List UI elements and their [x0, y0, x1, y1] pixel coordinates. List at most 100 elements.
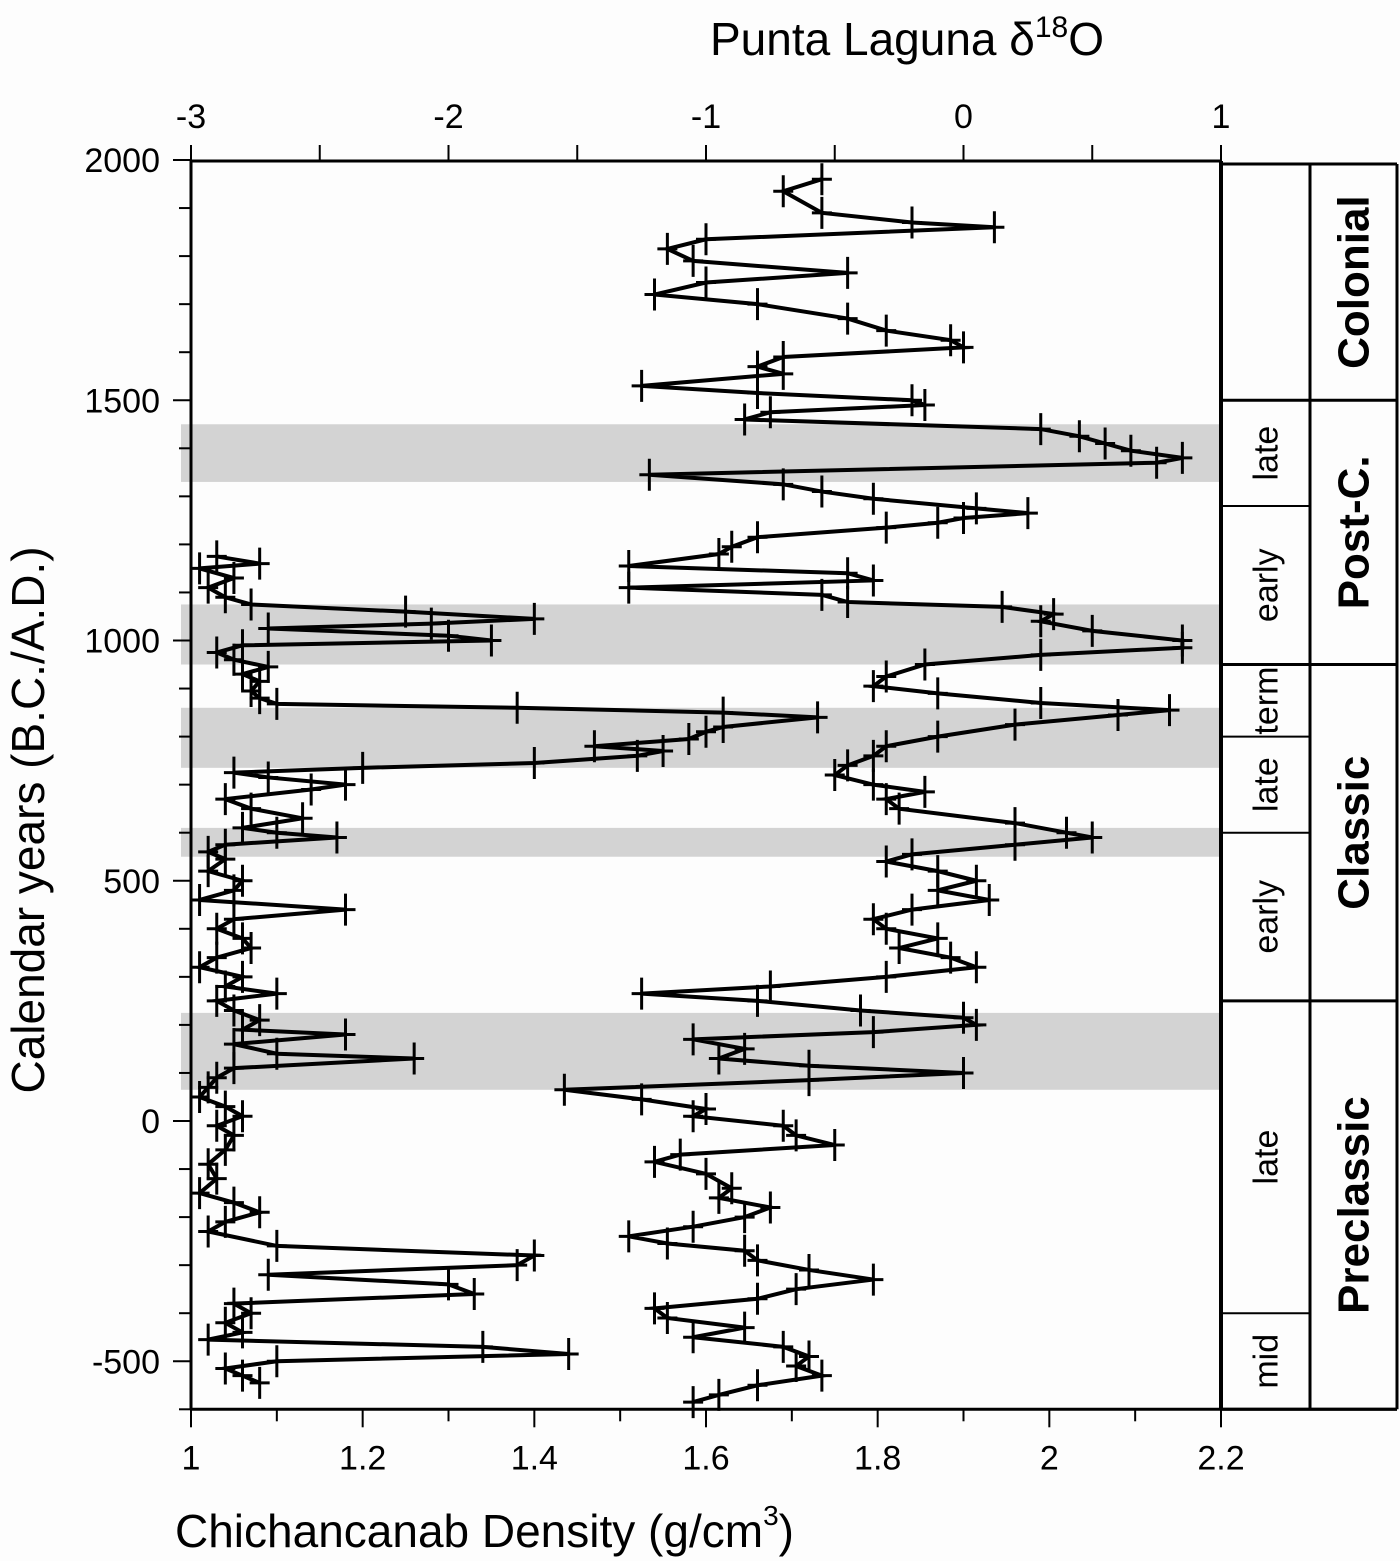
- data-marker-plus: [215, 1205, 236, 1238]
- period-label-classic: Classic: [1330, 756, 1379, 910]
- data-marker-plus: [683, 1210, 704, 1243]
- data-marker-plus: [824, 1129, 845, 1162]
- data-marker-plus: [876, 511, 897, 544]
- data-marker-plus: [232, 864, 253, 897]
- data-marker-plus: [631, 369, 652, 402]
- data-marker-plus: [953, 1056, 974, 1089]
- data-marker-plus: [653, 735, 674, 768]
- top-tick-label: 0: [954, 98, 973, 136]
- data-marker-plus: [524, 602, 545, 635]
- data-marker-plus: [189, 1080, 210, 1113]
- data-marker-plus: [683, 1023, 704, 1056]
- data-marker-plus: [1120, 434, 1141, 467]
- data-marker-plus: [215, 783, 236, 816]
- data-marker-plus: [966, 951, 987, 984]
- data-marker-plus: [639, 458, 660, 491]
- data-marker-plus: [335, 768, 356, 801]
- data-marker-plus: [837, 256, 858, 289]
- data-marker-plus: [747, 1282, 768, 1315]
- data-marker-plus: [558, 1338, 579, 1371]
- data-marker-plus: [1017, 497, 1038, 530]
- data-marker-plus: [876, 660, 897, 693]
- data-marker-plus: [708, 1181, 729, 1214]
- data-marker-plus: [984, 211, 1005, 244]
- data-marker-plus: [1172, 631, 1193, 664]
- data-marker-plus: [734, 1201, 755, 1234]
- left-tick-label: 500: [103, 863, 160, 901]
- data-marker-plus: [773, 1109, 794, 1142]
- data-marker-plus: [258, 1258, 279, 1291]
- data-marker-plus: [657, 232, 678, 265]
- data-marker-plus: [773, 357, 794, 390]
- data-marker-plus: [708, 1042, 729, 1075]
- bottom-tick-label: 2.2: [1197, 1439, 1244, 1477]
- data-marker-plus: [206, 912, 227, 945]
- period-label-postc: Post-C.: [1330, 455, 1379, 609]
- data-marker-plus: [644, 1145, 665, 1178]
- data-marker-plus: [773, 468, 794, 501]
- subperiod-label-term: term: [1248, 667, 1286, 735]
- data-marker-plus: [708, 538, 729, 571]
- data-marker-plus: [1108, 698, 1128, 731]
- data-marker-plus: [696, 1092, 716, 1125]
- top-tick-label: -1: [691, 98, 721, 136]
- data-marker-plus: [863, 739, 884, 772]
- data-marker-plus: [824, 759, 845, 792]
- bottom-tick-label: 2: [1040, 1439, 1059, 1477]
- data-marker-plus: [734, 1311, 755, 1344]
- data-marker-plus: [811, 1359, 832, 1392]
- data-marker-plus: [198, 1215, 219, 1248]
- data-marker-plus: [198, 855, 219, 888]
- data-marker-plus: [902, 384, 922, 417]
- data-marker-plus: [215, 843, 236, 876]
- data-marker-plus: [223, 1287, 244, 1320]
- bottom-tick-label: 1.6: [682, 1439, 729, 1477]
- data-marker-plus: [678, 723, 699, 756]
- left-tick-label: 1000: [84, 623, 160, 661]
- data-marker-plus: [786, 1273, 807, 1306]
- data-marker-plus: [241, 792, 262, 825]
- top-axis-title: Punta Laguna δ18O: [710, 11, 1104, 65]
- data-marker-plus: [524, 747, 545, 780]
- data-marker-plus: [747, 1369, 768, 1402]
- data-marker-plus: [249, 1366, 270, 1399]
- data-marker-plus: [799, 1340, 819, 1373]
- data-marker-plus: [747, 377, 768, 410]
- data-marker-plus: [206, 540, 227, 573]
- data-marker-plus: [554, 1073, 575, 1106]
- left-axis-title: Calendar years (B.C./A.D.): [2, 546, 54, 1093]
- data-marker-plus: [721, 530, 742, 563]
- data-marker-plus: [241, 932, 262, 965]
- data-marker-plus: [335, 1018, 356, 1051]
- data-marker-plus: [404, 1042, 425, 1075]
- left-tick-label: 1500: [84, 382, 160, 420]
- data-marker-plus: [966, 492, 987, 525]
- data-marker-plus: [876, 314, 897, 347]
- data-marker-plus: [927, 677, 948, 710]
- data-marker-plus: [223, 874, 244, 907]
- data-marker-plus: [683, 244, 704, 277]
- data-marker-plus: [223, 1119, 244, 1152]
- data-marker-plus: [670, 1138, 691, 1171]
- period-label-colonial: Colonial: [1330, 195, 1379, 369]
- data-marker-plus: [927, 874, 948, 907]
- data-marker-plus: [206, 941, 227, 974]
- data-marker-plus: [837, 302, 858, 335]
- data-marker-plus: [1159, 694, 1180, 727]
- data-marker-plus: [232, 1316, 253, 1349]
- data-marker-plus: [223, 1052, 244, 1085]
- data-marker-plus: [232, 1013, 253, 1046]
- left-axis-calendar-years: 2000 1500 1000 500 0 -500: [84, 142, 191, 1411]
- data-marker-plus: [914, 389, 935, 422]
- data-marker-plus: [395, 595, 416, 628]
- data-marker-plus: [198, 1323, 219, 1356]
- data-marker-plus: [799, 1253, 819, 1286]
- data-marker-plus: [747, 1244, 768, 1277]
- data-marker-plus: [734, 1032, 755, 1065]
- data-marker-plus: [335, 893, 356, 926]
- data-marker-plus: [249, 1196, 270, 1229]
- data-marker-plus: [421, 607, 442, 640]
- data-marker-plus: [940, 941, 961, 974]
- data-marker-plus: [863, 1263, 884, 1296]
